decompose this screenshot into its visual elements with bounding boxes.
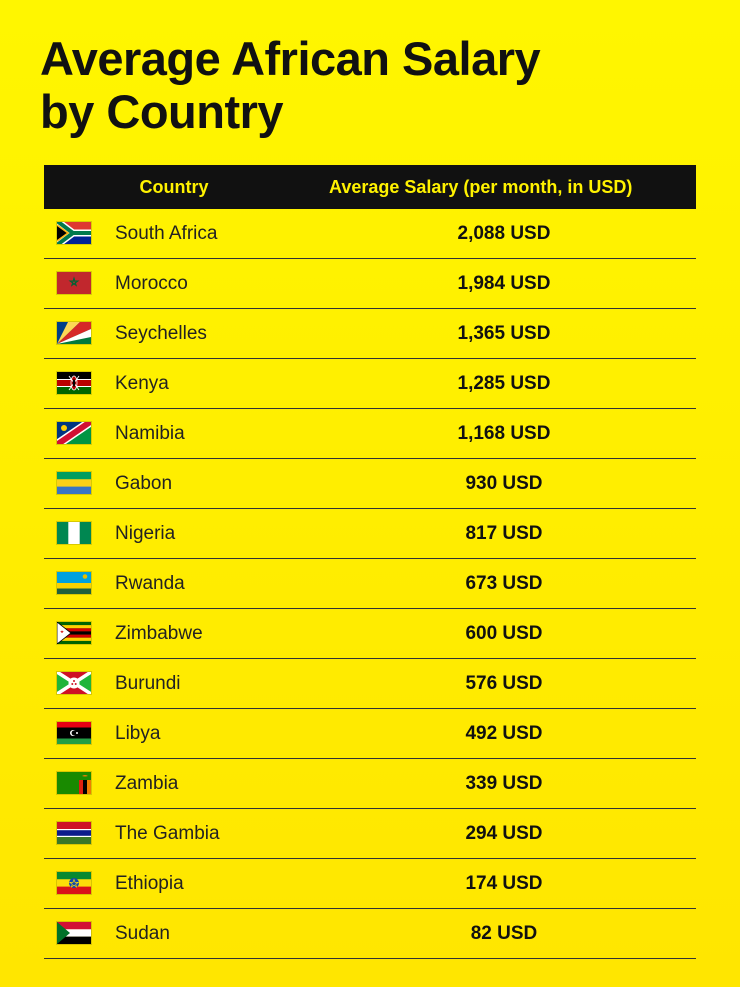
country-name: Libya — [115, 723, 161, 744]
country-name: Seychelles — [115, 323, 207, 344]
table-row: Seychelles 1,365 USD — [44, 309, 696, 359]
salary-value: 339 USD — [465, 773, 543, 794]
table-row: Zimbabwe 600 USD — [44, 609, 696, 659]
nigeria-flag-icon — [57, 522, 91, 544]
salary-value: 1,168 USD — [457, 423, 551, 444]
table-row: South Africa 2,088 USD — [44, 209, 696, 259]
country-name: Zambia — [115, 773, 179, 794]
salary-value: 817 USD — [465, 523, 543, 544]
table-row: Ethiopia 174 USD — [44, 859, 696, 909]
country-name: Ethiopia — [115, 873, 184, 894]
table-body: South Africa 2,088 USD Morocco 1,984 USD Sey… — [44, 209, 696, 959]
country-name: The Gambia — [115, 823, 220, 844]
table-row: Morocco 1,984 USD — [44, 259, 696, 309]
country-name: Namibia — [115, 423, 185, 444]
sudan-flag-icon — [57, 922, 91, 944]
table-row: Libya 492 USD — [44, 709, 696, 759]
salary-value: 492 USD — [465, 723, 543, 744]
table-row: Nigeria 817 USD — [44, 509, 696, 559]
salary-value: 1,984 USD — [457, 273, 551, 294]
title-line-2: by Country — [40, 85, 284, 138]
salary-value: 600 USD — [465, 623, 543, 644]
country-name: South Africa — [115, 223, 218, 244]
country-name: Zimbabwe — [115, 623, 203, 644]
south-africa-flag-icon — [57, 222, 91, 244]
morocco-flag-icon — [57, 272, 91, 294]
zimbabwe-flag-icon — [57, 622, 91, 644]
rwanda-flag-icon — [57, 572, 91, 594]
table-header: Country Average Salary (per month, in US… — [44, 165, 696, 209]
country-name: Burundi — [115, 673, 181, 694]
salary-value: 174 USD — [465, 873, 543, 894]
country-name: Kenya — [115, 373, 169, 394]
gambia-flag-icon — [57, 822, 91, 844]
salary-value: 1,285 USD — [457, 373, 551, 394]
table-row: Gabon 930 USD — [44, 459, 696, 509]
salary-value: 576 USD — [465, 673, 543, 694]
table-row: Burundi 576 USD — [44, 659, 696, 709]
zambia-flag-icon — [57, 772, 91, 794]
gabon-flag-icon — [57, 472, 91, 494]
libya-flag-icon — [57, 722, 91, 744]
burundi-flag-icon — [57, 672, 91, 694]
title-line-1: Average African Salary — [40, 32, 541, 85]
salary-value: 2,088 USD — [457, 223, 551, 244]
country-name: Morocco — [115, 273, 188, 294]
country-name: Rwanda — [115, 573, 185, 594]
salary-value: 82 USD — [470, 923, 538, 944]
table-row: Kenya 1,285 USD — [44, 359, 696, 409]
salary-table: Country Average Salary (per month, in US… — [44, 165, 696, 959]
country-name: Nigeria — [115, 523, 176, 544]
table-row: Sudan 82 USD — [44, 909, 696, 959]
seychelles-flag-icon — [57, 322, 91, 344]
column-header-salary: Average Salary (per month, in USD) — [329, 176, 633, 197]
table-row: The Gambia 294 USD — [44, 809, 696, 859]
salary-value: 673 USD — [465, 573, 543, 594]
table-row: Namibia 1,168 USD — [44, 409, 696, 459]
salary-value: 930 USD — [465, 473, 543, 494]
salary-value: 1,365 USD — [457, 323, 551, 344]
country-name: Gabon — [115, 473, 173, 494]
country-name: Sudan — [115, 923, 170, 944]
page-title: Average African Salary by Country — [40, 32, 700, 138]
table-row: Rwanda 673 USD — [44, 559, 696, 609]
table-row: Zambia 339 USD — [44, 759, 696, 809]
namibia-flag-icon — [57, 422, 91, 444]
ethiopia-flag-icon — [57, 872, 91, 894]
salary-value: 294 USD — [465, 823, 543, 844]
kenya-flag-icon — [57, 372, 91, 394]
column-header-country: Country — [139, 176, 209, 197]
